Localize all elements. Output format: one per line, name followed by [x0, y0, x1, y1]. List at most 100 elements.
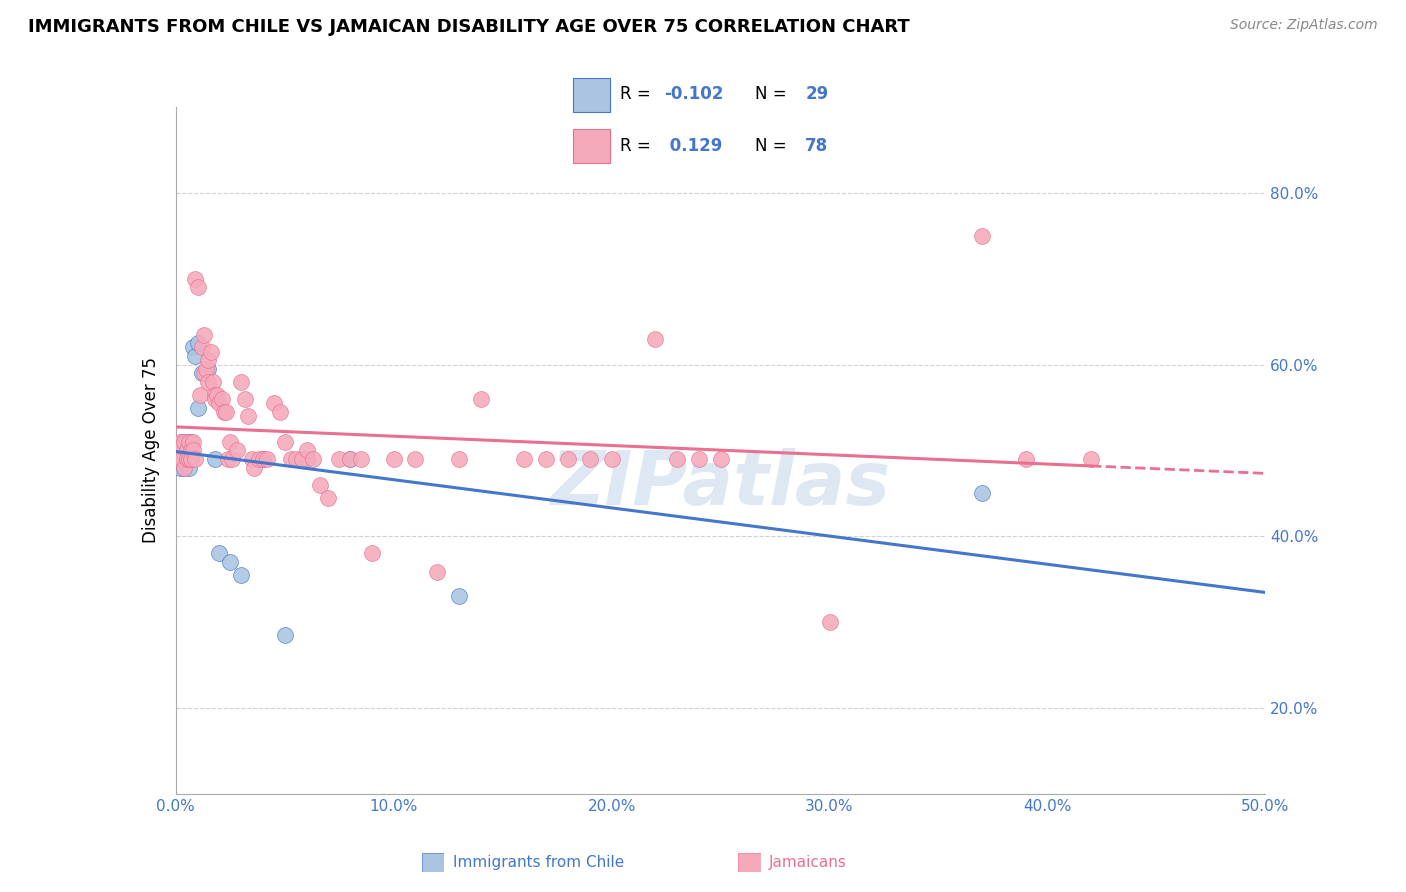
Point [167, 443, 190, 458]
Point [197, 375, 219, 389]
Point [181, 340, 204, 354]
Point [295, 443, 318, 458]
Point [204, 392, 226, 406]
Point [173, 434, 195, 449]
Point [339, 452, 361, 467]
Point [274, 628, 297, 642]
Point [225, 443, 247, 458]
Point [180, 434, 202, 449]
Point [280, 452, 302, 467]
Point [181, 434, 204, 449]
Point [1080, 452, 1102, 467]
Text: ZIPatlas: ZIPatlas [551, 449, 890, 521]
Point [180, 452, 202, 467]
Point [231, 568, 253, 582]
Bar [572, 128, 610, 163]
Text: R =: R = [620, 137, 655, 155]
Point [177, 460, 200, 475]
Point [557, 452, 579, 467]
Point [180, 443, 202, 458]
Point [688, 452, 710, 467]
Point [219, 555, 242, 569]
Point [176, 443, 198, 458]
Point [644, 332, 666, 346]
Point [169, 460, 191, 475]
Point [208, 546, 231, 561]
Point [291, 452, 314, 467]
Point [217, 452, 239, 467]
Point [235, 392, 257, 406]
Point [240, 452, 263, 467]
Point [970, 228, 993, 243]
Point [186, 401, 209, 415]
Text: 29: 29 [806, 85, 828, 103]
Text: -0.102: -0.102 [664, 85, 723, 103]
Point [231, 375, 253, 389]
Point [173, 460, 195, 475]
Text: R =: R = [620, 85, 655, 103]
Point [172, 439, 194, 453]
Point [197, 362, 219, 376]
Point [181, 443, 204, 458]
Point [308, 478, 330, 492]
Point [274, 434, 297, 449]
Point [360, 546, 382, 561]
Point [184, 349, 207, 363]
Point [176, 452, 198, 467]
Point [177, 452, 200, 467]
Point [205, 387, 228, 401]
Point [243, 460, 266, 475]
Point [252, 452, 274, 467]
Point [172, 434, 194, 449]
Point [1015, 452, 1038, 467]
Point [256, 452, 278, 467]
Point [167, 452, 190, 467]
Point [177, 443, 200, 458]
Point [201, 375, 224, 389]
Point [172, 452, 194, 467]
Point [350, 452, 373, 467]
Point [184, 452, 207, 467]
Point [426, 566, 449, 580]
Point [284, 452, 307, 467]
Point [339, 452, 361, 467]
Point [180, 452, 202, 467]
Point [208, 396, 231, 410]
Point [710, 452, 733, 467]
Point [204, 387, 226, 401]
Bar [572, 78, 610, 112]
Text: Immigrants from Chile: Immigrants from Chile [453, 855, 624, 870]
Point [970, 486, 993, 500]
Point [193, 366, 215, 380]
Text: 0.129: 0.129 [664, 137, 723, 155]
Point [818, 615, 841, 630]
Text: N =: N = [755, 137, 792, 155]
Point [328, 452, 350, 467]
Point [295, 452, 318, 467]
Point [176, 434, 198, 449]
Point [263, 396, 285, 410]
Point [215, 405, 238, 419]
Y-axis label: Disability Age Over 75: Disability Age Over 75 [142, 358, 160, 543]
Point [219, 434, 242, 449]
Point [200, 344, 222, 359]
Point [252, 452, 274, 467]
Point [176, 448, 198, 462]
Point [247, 452, 270, 467]
Point [191, 340, 214, 354]
Point [302, 452, 325, 467]
Point [188, 387, 211, 401]
Point [221, 452, 243, 467]
Point [405, 452, 427, 467]
Point [513, 452, 536, 467]
Point [177, 434, 200, 449]
Point [169, 452, 191, 467]
Point [579, 452, 602, 467]
Point [186, 336, 209, 351]
Point [169, 443, 191, 458]
Point [534, 452, 557, 467]
Point [191, 366, 214, 380]
Point [666, 452, 689, 467]
Point [318, 491, 340, 505]
Text: 78: 78 [806, 137, 828, 155]
